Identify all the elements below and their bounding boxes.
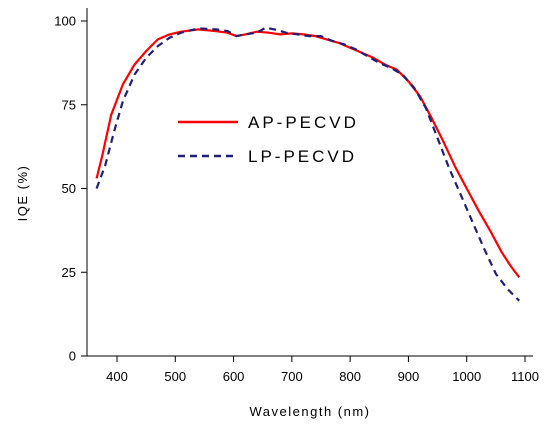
legend: AP-PECVD LP-PECVD <box>178 113 359 166</box>
x-tick-label-700: 700 <box>281 369 303 384</box>
y-tick-label-25: 25 <box>62 265 76 280</box>
y-tick-label-100: 100 <box>54 14 76 29</box>
legend-label-ap-pecvd: AP-PECVD <box>248 113 359 132</box>
legend-label-lp-pecvd: LP-PECVD <box>248 147 357 166</box>
y-axis-label: IQE (%) <box>15 165 30 222</box>
x-tick-label-400: 400 <box>106 369 128 384</box>
y-tick-label-0: 0 <box>69 349 76 364</box>
plot-area: 0 25 50 75 100 400 500 600 700 800 900 1000 1100 <box>54 8 539 384</box>
x-tick-label-500: 500 <box>164 369 186 384</box>
x-axis-label: Wavelength (nm) <box>250 404 371 419</box>
x-ticks: 400 500 600 700 800 900 1000 1100 <box>106 356 539 384</box>
x-tick-label-900: 900 <box>398 369 420 384</box>
y-tick-label-50: 50 <box>62 181 76 196</box>
legend-item-lp-pecvd: LP-PECVD <box>178 147 357 166</box>
x-tick-label-600: 600 <box>223 369 245 384</box>
x-tick-label-1000: 1000 <box>452 369 481 384</box>
legend-item-ap-pecvd: AP-PECVD <box>178 113 359 132</box>
series-layer <box>95 26 521 302</box>
y-tick-label-75: 75 <box>62 97 76 112</box>
x-tick-label-1100: 1100 <box>511 369 539 384</box>
x-tick-label-800: 800 <box>339 369 361 384</box>
y-ticks: 0 25 50 75 100 <box>54 14 87 364</box>
series-line-lp-pecvd <box>95 26 520 302</box>
